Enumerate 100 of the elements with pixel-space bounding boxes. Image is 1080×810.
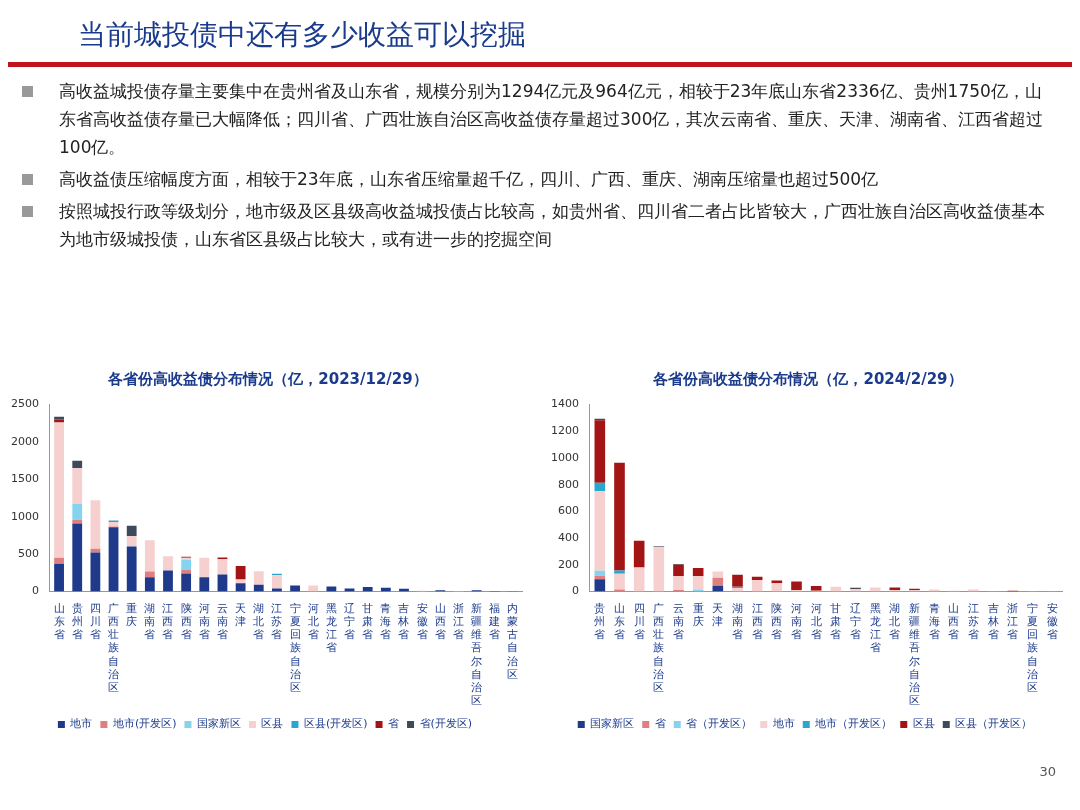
bar bbox=[54, 563, 64, 592]
legend-label: 区县 bbox=[261, 717, 284, 731]
x-tick-label: 湖南省 bbox=[732, 601, 743, 642]
legend-label: 国家新区 bbox=[590, 717, 635, 731]
bar bbox=[633, 567, 645, 592]
legend-label: 区县(开发区) bbox=[303, 717, 368, 731]
bar bbox=[90, 552, 101, 592]
bar bbox=[673, 564, 684, 577]
x-tick-label: 宁夏回族自治区 bbox=[289, 601, 301, 695]
bar bbox=[653, 546, 665, 592]
bar bbox=[144, 540, 155, 572]
x-tick-label: 河南省 bbox=[791, 601, 802, 642]
legend-label: 区县 bbox=[912, 717, 935, 731]
x-tick-label: 辽宁省 bbox=[850, 601, 861, 642]
bar bbox=[928, 589, 940, 592]
bar bbox=[163, 570, 173, 592]
bar bbox=[869, 587, 881, 592]
legend-label: 区县（开发区） bbox=[955, 717, 1033, 731]
bar bbox=[126, 525, 137, 537]
x-tick-label: 青海省 bbox=[380, 601, 392, 642]
text: 高收益债压缩幅度方面，相较于23年底，山东省压缩量超千亿，四川、广西、重庆、湖南压缩量也超过500亿 bbox=[59, 168, 879, 191]
bar bbox=[771, 580, 783, 584]
bar bbox=[362, 586, 373, 592]
legend-label: 地市(开发区) bbox=[111, 717, 177, 731]
x-tick-label: 福建省 bbox=[488, 601, 501, 642]
bar bbox=[594, 570, 606, 576]
bar bbox=[968, 589, 979, 592]
x-tick-label: 浙江省 bbox=[1007, 601, 1019, 642]
x-tick-label: 甘肃省 bbox=[362, 601, 374, 642]
x-tick-label: 浙江省 bbox=[452, 601, 464, 642]
y-tick-label: 500 bbox=[17, 546, 39, 560]
y-tick-label: 1200 bbox=[550, 424, 579, 438]
bar bbox=[144, 577, 155, 592]
y-tick-label: 1500 bbox=[10, 472, 39, 486]
legend-label: 省（开发区） bbox=[686, 717, 753, 731]
chart-title: 各省份高收益债分布情况（亿，2023/12/29） bbox=[107, 370, 429, 389]
bar bbox=[54, 557, 64, 564]
text: 高收益城投债存量主要集中在贵州省及山东省，规模分别为1294亿元及964亿元，相较于23年底山东省2336亿、贵州1750亿，山东省高收益债存量已大幅降低；四川省、广西壮族自治区高收益债存量超过300亿，其次云南省、重庆、天津、湖南省、江西省超过100亿。 bbox=[59, 80, 1045, 159]
bar bbox=[90, 500, 101, 549]
bar bbox=[614, 462, 625, 571]
x-tick-label: 黑龙江省 bbox=[869, 601, 881, 655]
x-tick-label: 贵州省 bbox=[594, 601, 606, 642]
legend-label: 地市 bbox=[69, 717, 93, 731]
bar bbox=[771, 583, 783, 592]
legend-label: 省 bbox=[388, 717, 400, 731]
x-tick-label: 河北省 bbox=[307, 601, 319, 642]
x-tick-label: 山东省 bbox=[613, 601, 625, 642]
bar bbox=[235, 583, 246, 592]
x-tick-label: 河南省 bbox=[198, 601, 210, 642]
y-tick-label: 1000 bbox=[10, 509, 39, 523]
bar bbox=[344, 588, 355, 592]
bar bbox=[72, 523, 83, 592]
bar bbox=[72, 460, 83, 469]
bar bbox=[108, 527, 119, 592]
bar bbox=[594, 420, 606, 483]
x-tick-label: 宁夏回族自治区 bbox=[1027, 601, 1038, 695]
bar bbox=[163, 556, 173, 571]
x-tick-label: 云南省 bbox=[216, 601, 228, 642]
bar bbox=[308, 585, 319, 592]
x-tick-label: 云南省 bbox=[673, 601, 684, 642]
x-tick-label: 新疆维吾尔自治区 bbox=[471, 601, 483, 708]
x-tick-label: 贵州省 bbox=[71, 601, 83, 642]
legend-label: 地市（开发区） bbox=[814, 717, 893, 731]
x-tick-label: 湖北省 bbox=[889, 601, 901, 642]
bar bbox=[290, 585, 300, 592]
x-tick-label: 广西壮族自治区 bbox=[652, 601, 665, 695]
bar bbox=[199, 577, 210, 592]
x-tick-label: 甘肃省 bbox=[830, 601, 842, 642]
x-tick-label: 内蒙古自治区 bbox=[507, 601, 519, 681]
legend-label: 省(开发区) bbox=[419, 717, 473, 731]
x-tick-label: 山西省 bbox=[434, 601, 446, 642]
x-tick-label: 重庆 bbox=[126, 601, 138, 629]
y-tick-label: 1000 bbox=[550, 450, 579, 464]
y-tick-label: 600 bbox=[557, 504, 579, 518]
bar bbox=[692, 589, 704, 592]
x-tick-label: 陕西省 bbox=[180, 601, 192, 642]
x-tick-label: 江苏省 bbox=[271, 601, 283, 642]
x-tick-label: 青海省 bbox=[928, 601, 940, 642]
bar bbox=[614, 570, 625, 574]
x-tick-label: 四川省 bbox=[633, 601, 645, 642]
bar bbox=[712, 577, 724, 586]
bar bbox=[54, 422, 64, 558]
x-tick-label: 安徽省 bbox=[1046, 601, 1058, 642]
bar bbox=[253, 584, 264, 592]
x-tick-label: 天津 bbox=[235, 601, 247, 629]
y-tick-label: 200 bbox=[557, 557, 579, 571]
x-tick-label: 黑龙江省 bbox=[325, 601, 337, 655]
x-tick-label: 江西省 bbox=[162, 601, 174, 642]
bar bbox=[90, 548, 101, 553]
x-tick-label: 四川省 bbox=[89, 601, 101, 642]
bar bbox=[235, 579, 246, 584]
bar bbox=[712, 571, 724, 578]
legend-label: 地市 bbox=[771, 717, 795, 731]
bar bbox=[272, 575, 282, 589]
y-tick-label: 0 bbox=[571, 584, 579, 598]
legend-label: 省 bbox=[654, 717, 666, 731]
x-tick-label: 江西省 bbox=[751, 601, 763, 642]
bar bbox=[253, 571, 264, 585]
bar bbox=[633, 540, 645, 568]
y-tick-label: 0 bbox=[31, 584, 39, 598]
